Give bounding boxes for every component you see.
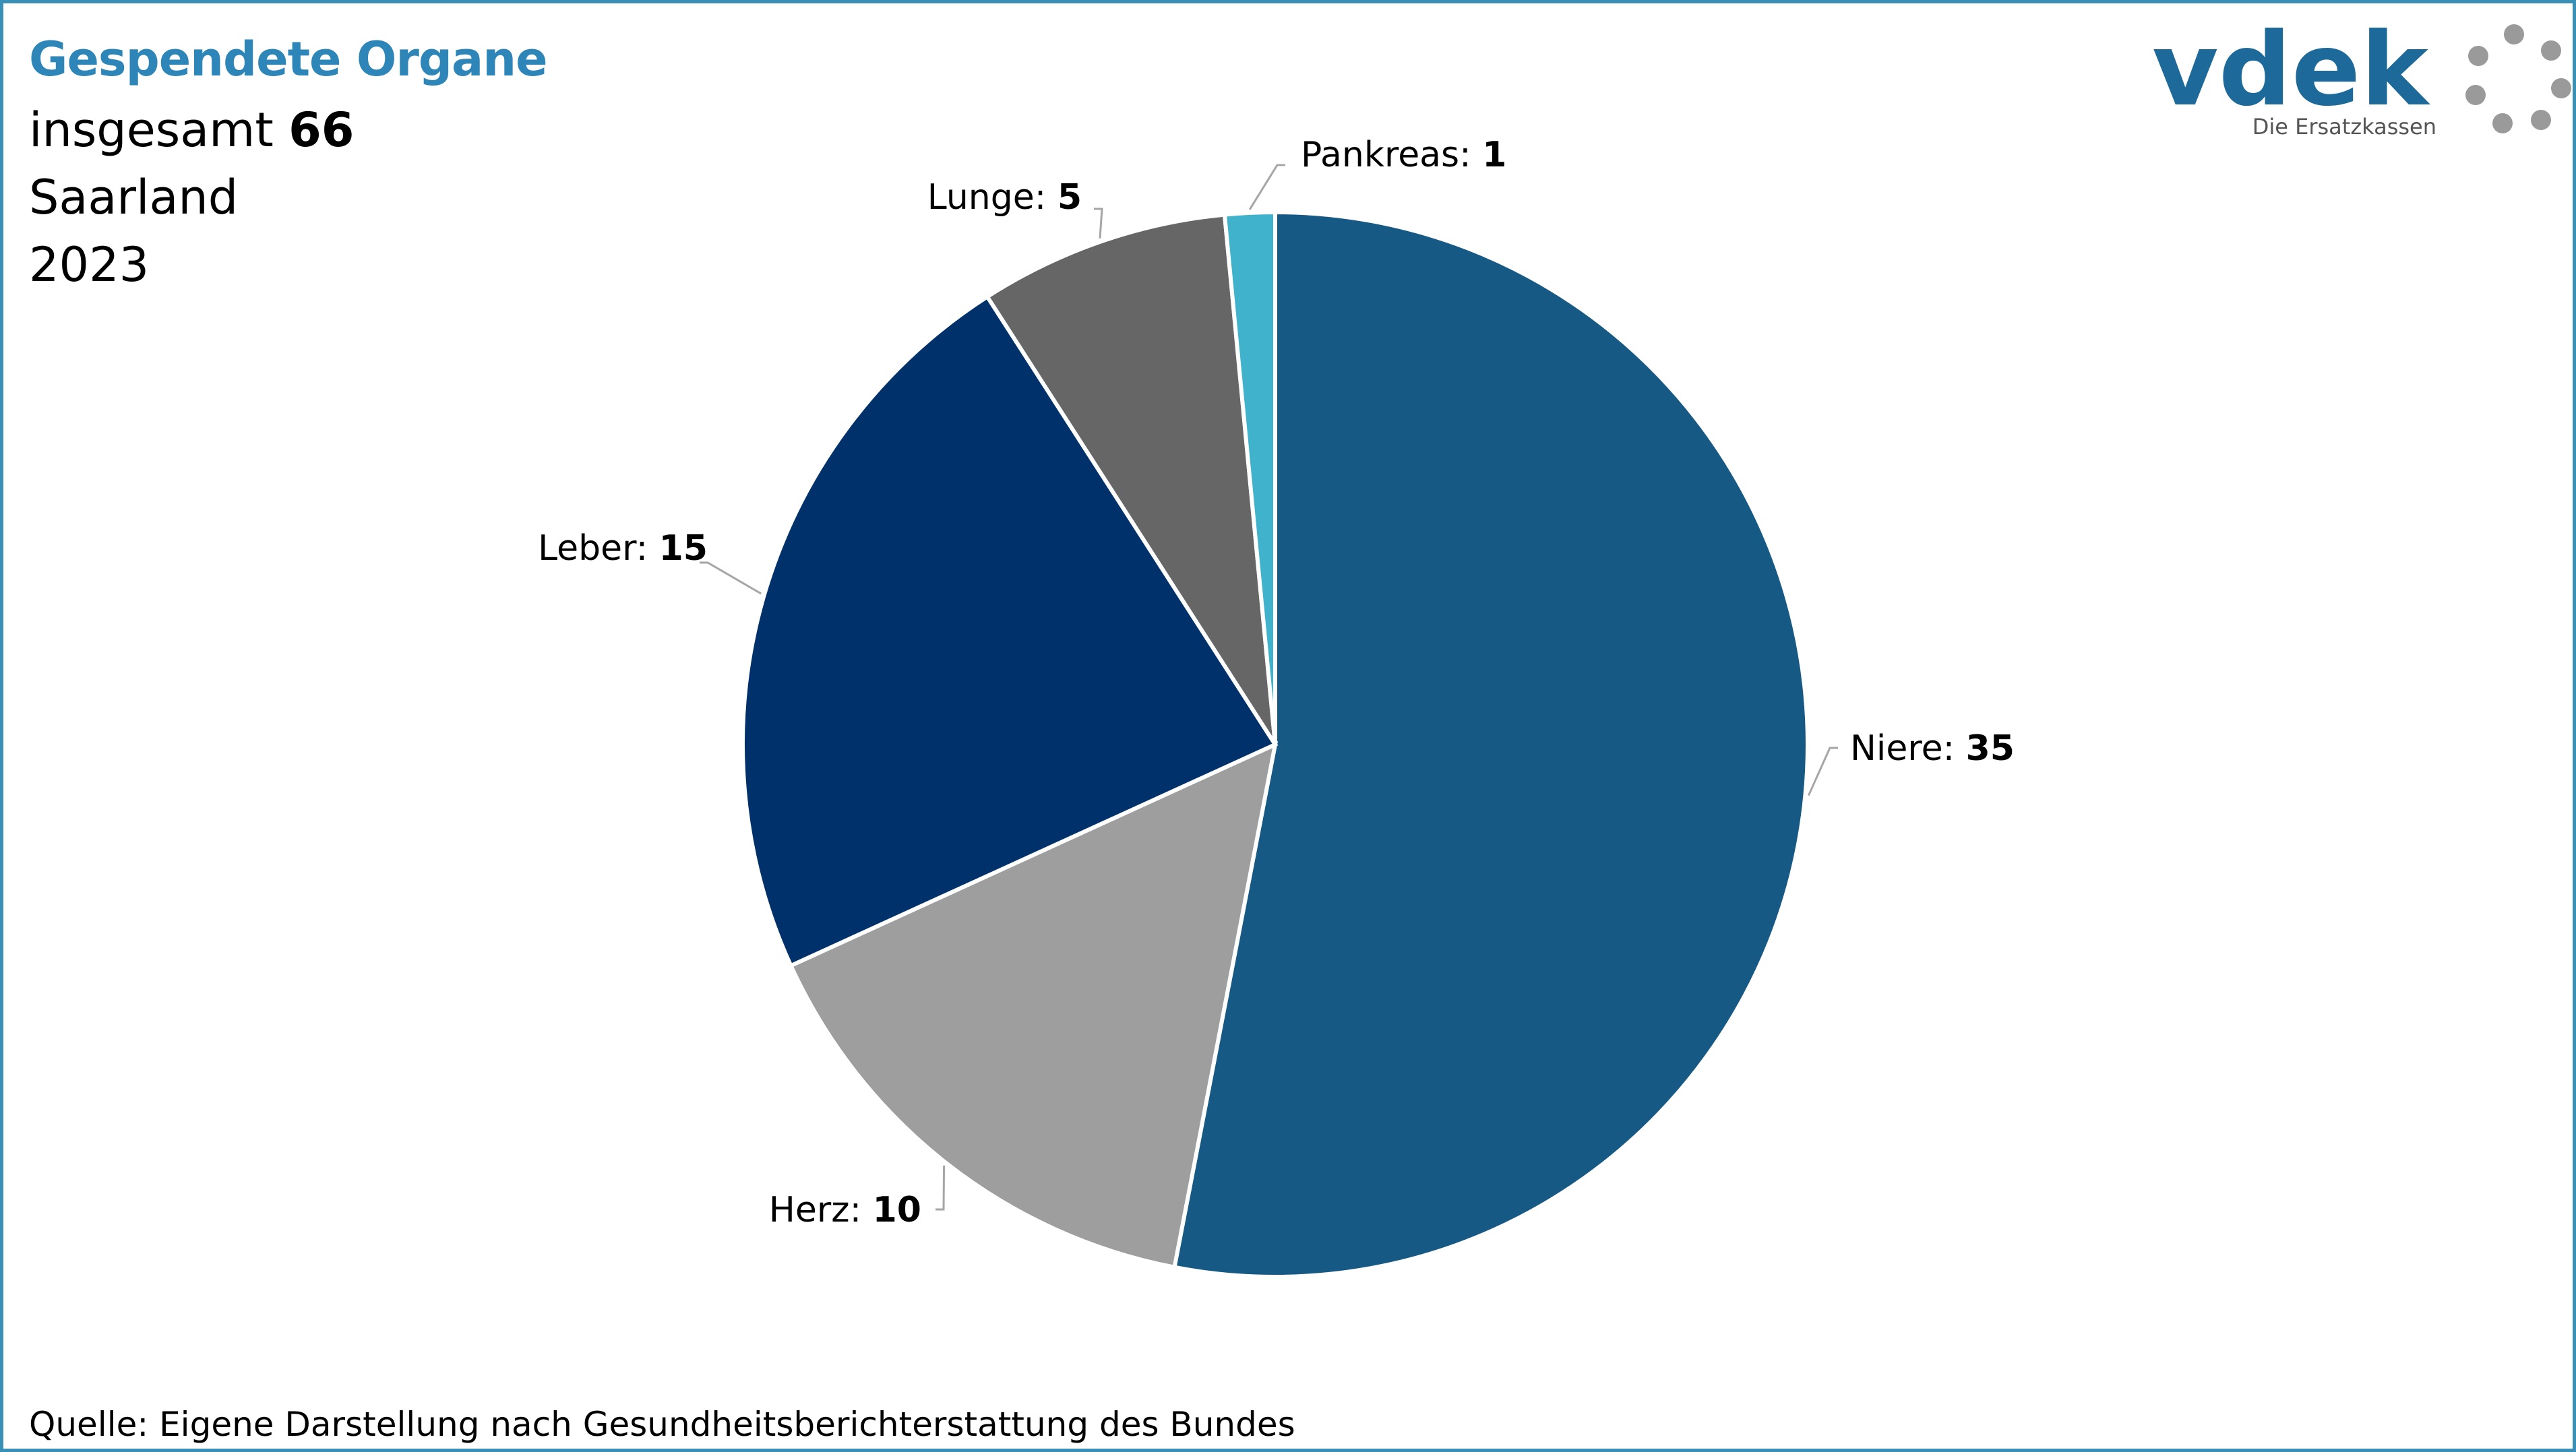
pie-slice-herz	[788, 740, 1279, 1270]
total-label: insgesamt	[29, 102, 274, 158]
data-label-lunge: Lunge: 5	[927, 177, 1082, 218]
pie-slice-pankreas	[1222, 210, 1277, 745]
total-value: 66	[288, 102, 355, 158]
source-note: Quelle: Eigene Darstellung nach Gesundhe…	[29, 1405, 1295, 1444]
leader-line-leber	[700, 561, 762, 595]
ring-of-dots-icon	[2465, 24, 2571, 133]
title-block: Gespendete Organe insgesamt 66 Saarland …	[29, 22, 548, 298]
data-label-herz: Herz: 10	[769, 1190, 921, 1230]
data-label-niere: Niere: 35	[1850, 728, 2015, 769]
pie-slice-niere	[1171, 210, 1810, 1279]
vdek-logo: vdek Die Ersatzkassen	[2152, 15, 2571, 139]
pie-chart: Niere: 35 Herz: 10 Leber: 15 Lunge: 5 Pankre…	[538, 135, 2015, 1279]
total-line: insgesamt 66	[29, 96, 547, 164]
leader-line-pankreas	[1248, 164, 1285, 210]
leader-line-herz	[936, 1165, 946, 1211]
pie-slice-leber	[741, 294, 1279, 969]
leader-line-lunge	[1094, 208, 1103, 239]
logo-wordmark: vdek	[2152, 15, 2430, 129]
year-label: 2023	[29, 237, 150, 292]
data-label-leber: Leber: 15	[538, 528, 708, 569]
data-label-pankreas: Pankreas: 1	[1301, 135, 1506, 175]
region-label: Saarland	[29, 170, 239, 225]
pie-slice-lunge	[984, 212, 1277, 746]
chart-title: Gespendete Organe	[29, 32, 548, 87]
leader-line-niere	[1808, 747, 1838, 796]
logo-tagline: Die Ersatzkassen	[2252, 114, 2436, 139]
